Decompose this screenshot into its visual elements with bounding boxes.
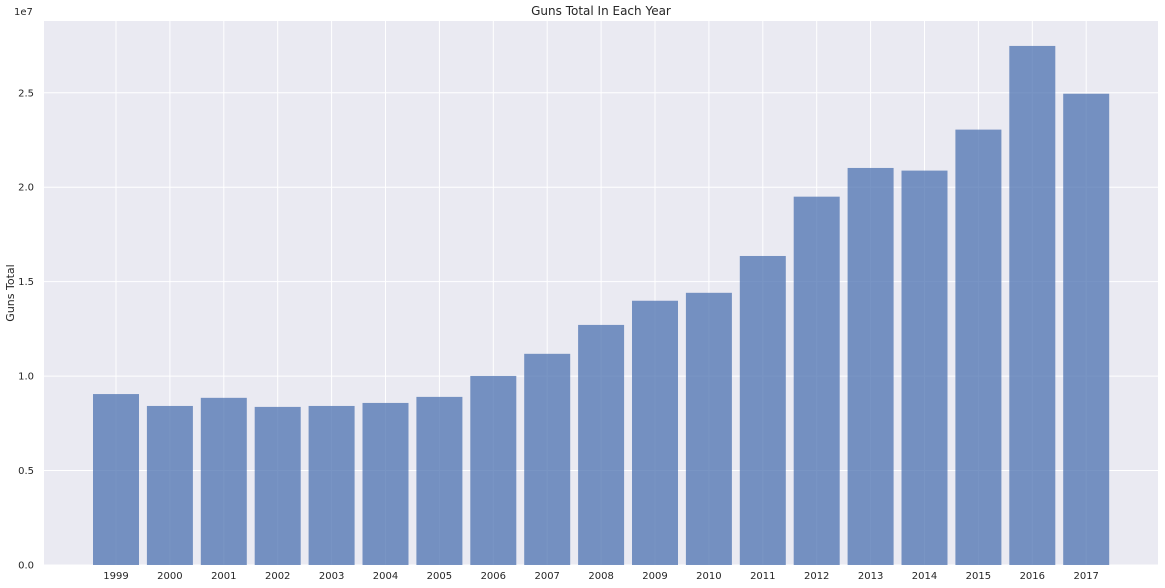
bar-2000 — [146, 405, 193, 565]
x-tick-label: 2010 — [696, 571, 721, 582]
x-tick-label: 2011 — [750, 571, 775, 582]
y-tick-label: 1.0 — [18, 372, 34, 383]
bars — [93, 45, 1110, 565]
bar-2013 — [847, 167, 894, 565]
bar-2001 — [200, 397, 247, 565]
bar-2010 — [685, 292, 732, 565]
x-tick-label: 2016 — [1020, 571, 1045, 582]
x-tick-label: 2013 — [858, 571, 883, 582]
x-tick-label: 2001 — [211, 571, 236, 582]
bar-2006 — [470, 375, 517, 565]
bar-2012 — [793, 196, 840, 565]
bar-2009 — [632, 300, 678, 565]
bar-2015 — [955, 129, 1002, 565]
y-tick-label: 0.0 — [18, 561, 34, 572]
chart-title: Guns Total In Each Year — [531, 4, 671, 18]
x-tick-label: 2012 — [804, 571, 829, 582]
bar-2002 — [254, 406, 301, 565]
bar-2003 — [308, 405, 355, 565]
x-tick-label: 2002 — [265, 571, 290, 582]
y-tick-label: 1.5 — [18, 277, 34, 288]
x-tick-label: 2008 — [588, 571, 613, 582]
x-tick-label: 1999 — [103, 571, 128, 582]
y-tick-label: 2.0 — [18, 183, 34, 194]
y-offset-label: 1e7 — [14, 7, 33, 18]
bar-2011 — [739, 255, 786, 565]
x-tick-label: 2003 — [319, 571, 344, 582]
bar-2004 — [362, 402, 409, 565]
x-tick-label: 2009 — [642, 571, 667, 582]
x-tick-label: 2017 — [1073, 571, 1098, 582]
bar-2014 — [901, 170, 948, 565]
x-tick-label: 2015 — [966, 571, 991, 582]
x-tick-label: 2000 — [157, 571, 182, 582]
bar-2016 — [1009, 45, 1056, 565]
bar-2007 — [524, 353, 571, 565]
x-tick-label: 2005 — [427, 571, 452, 582]
x-tick-label: 2014 — [912, 571, 937, 582]
y-tick-labels: 0.0 0.5 1.0 1.5 2.0 2.5 — [18, 88, 34, 571]
bar-2005 — [416, 396, 463, 565]
x-tick-label: 2007 — [534, 571, 559, 582]
x-tick-label: 2004 — [373, 571, 398, 582]
x-tick-label: 2006 — [481, 571, 506, 582]
bar-2017 — [1063, 93, 1110, 565]
y-axis-label: Guns Total — [4, 264, 17, 321]
y-tick-label: 2.5 — [18, 88, 34, 99]
bar-1999 — [93, 394, 139, 565]
x-tick-labels: 1999 2000 2001 2002 2003 2004 2005 2006 2007 2008… — [103, 571, 1099, 582]
y-tick-label: 0.5 — [18, 466, 34, 477]
bar-2008 — [578, 324, 625, 565]
